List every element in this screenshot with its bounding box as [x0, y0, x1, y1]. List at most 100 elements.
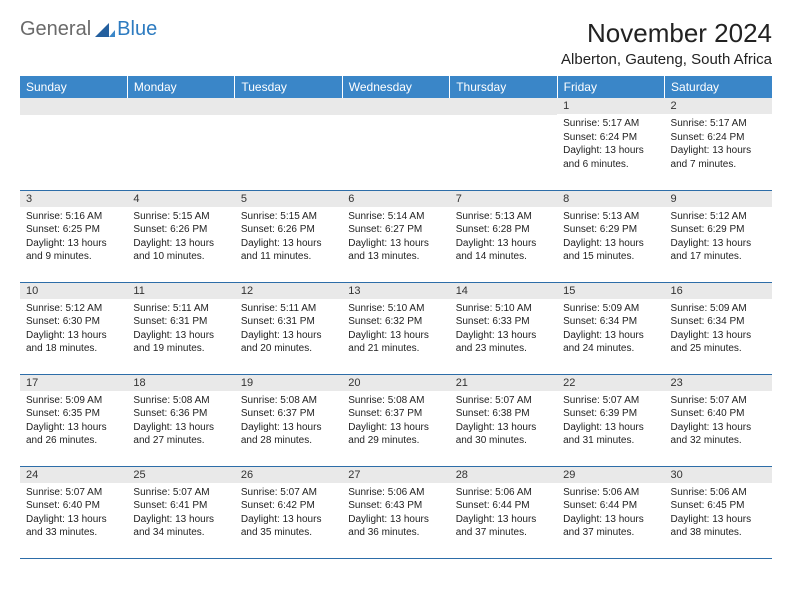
- day-number: 17: [20, 375, 127, 391]
- calendar-cell: 15Sunrise: 5:09 AMSunset: 6:34 PMDayligh…: [557, 282, 664, 374]
- day-content: Sunrise: 5:07 AMSunset: 6:41 PMDaylight:…: [127, 483, 234, 543]
- day-number: 24: [20, 467, 127, 483]
- empty-day: [20, 98, 127, 115]
- day-number: 13: [342, 283, 449, 299]
- calendar-cell: 5Sunrise: 5:15 AMSunset: 6:26 PMDaylight…: [235, 190, 342, 282]
- day-number: 11: [127, 283, 234, 299]
- calendar-cell: 22Sunrise: 5:07 AMSunset: 6:39 PMDayligh…: [557, 374, 664, 466]
- day-number: 1: [557, 98, 664, 114]
- day-content: Sunrise: 5:07 AMSunset: 6:40 PMDaylight:…: [665, 391, 772, 451]
- calendar-row: 17Sunrise: 5:09 AMSunset: 6:35 PMDayligh…: [20, 374, 772, 466]
- calendar-cell: [127, 98, 234, 190]
- day-number: 5: [235, 191, 342, 207]
- weekday-header: Sunday: [20, 76, 127, 98]
- weekday-header: Monday: [127, 76, 234, 98]
- day-number: 14: [450, 283, 557, 299]
- calendar-head: SundayMondayTuesdayWednesdayThursdayFrid…: [20, 76, 772, 98]
- day-content: Sunrise: 5:16 AMSunset: 6:25 PMDaylight:…: [20, 207, 127, 267]
- day-content: Sunrise: 5:06 AMSunset: 6:45 PMDaylight:…: [665, 483, 772, 543]
- day-content: Sunrise: 5:13 AMSunset: 6:28 PMDaylight:…: [450, 207, 557, 267]
- day-number: 15: [557, 283, 664, 299]
- title-block: November 2024 Alberton, Gauteng, South A…: [561, 18, 772, 68]
- empty-day: [342, 98, 449, 115]
- day-number: 22: [557, 375, 664, 391]
- calendar-cell: 6Sunrise: 5:14 AMSunset: 6:27 PMDaylight…: [342, 190, 449, 282]
- calendar-row: 3Sunrise: 5:16 AMSunset: 6:25 PMDaylight…: [20, 190, 772, 282]
- day-number: 19: [235, 375, 342, 391]
- calendar-cell: 11Sunrise: 5:11 AMSunset: 6:31 PMDayligh…: [127, 282, 234, 374]
- day-content: Sunrise: 5:14 AMSunset: 6:27 PMDaylight:…: [342, 207, 449, 267]
- day-number: 23: [665, 375, 772, 391]
- day-number: 2: [665, 98, 772, 114]
- day-content: Sunrise: 5:15 AMSunset: 6:26 PMDaylight:…: [127, 207, 234, 267]
- calendar-cell: 30Sunrise: 5:06 AMSunset: 6:45 PMDayligh…: [665, 466, 772, 558]
- calendar-cell: 21Sunrise: 5:07 AMSunset: 6:38 PMDayligh…: [450, 374, 557, 466]
- day-content: Sunrise: 5:06 AMSunset: 6:44 PMDaylight:…: [557, 483, 664, 543]
- day-number: 30: [665, 467, 772, 483]
- calendar-body: 1Sunrise: 5:17 AMSunset: 6:24 PMDaylight…: [20, 98, 772, 558]
- calendar-cell: 1Sunrise: 5:17 AMSunset: 6:24 PMDaylight…: [557, 98, 664, 190]
- day-content: Sunrise: 5:07 AMSunset: 6:42 PMDaylight:…: [235, 483, 342, 543]
- day-content: Sunrise: 5:07 AMSunset: 6:40 PMDaylight:…: [20, 483, 127, 543]
- calendar-cell: 28Sunrise: 5:06 AMSunset: 6:44 PMDayligh…: [450, 466, 557, 558]
- day-number: 18: [127, 375, 234, 391]
- day-content: Sunrise: 5:07 AMSunset: 6:38 PMDaylight:…: [450, 391, 557, 451]
- location-text: Alberton, Gauteng, South Africa: [561, 51, 772, 68]
- day-content: Sunrise: 5:17 AMSunset: 6:24 PMDaylight:…: [557, 114, 664, 174]
- calendar-cell: 16Sunrise: 5:09 AMSunset: 6:34 PMDayligh…: [665, 282, 772, 374]
- day-content: Sunrise: 5:09 AMSunset: 6:35 PMDaylight:…: [20, 391, 127, 451]
- calendar-cell: 18Sunrise: 5:08 AMSunset: 6:36 PMDayligh…: [127, 374, 234, 466]
- day-number: 3: [20, 191, 127, 207]
- calendar-cell: 7Sunrise: 5:13 AMSunset: 6:28 PMDaylight…: [450, 190, 557, 282]
- calendar-cell: 10Sunrise: 5:12 AMSunset: 6:30 PMDayligh…: [20, 282, 127, 374]
- calendar-cell: [450, 98, 557, 190]
- calendar-cell: 2Sunrise: 5:17 AMSunset: 6:24 PMDaylight…: [665, 98, 772, 190]
- calendar-cell: [235, 98, 342, 190]
- calendar-cell: 25Sunrise: 5:07 AMSunset: 6:41 PMDayligh…: [127, 466, 234, 558]
- day-content: Sunrise: 5:06 AMSunset: 6:43 PMDaylight:…: [342, 483, 449, 543]
- day-content: Sunrise: 5:17 AMSunset: 6:24 PMDaylight:…: [665, 114, 772, 174]
- logo-text-general: General: [20, 18, 91, 41]
- day-content: Sunrise: 5:08 AMSunset: 6:36 PMDaylight:…: [127, 391, 234, 451]
- weekday-header: Thursday: [450, 76, 557, 98]
- page-title: November 2024: [561, 18, 772, 49]
- day-number: 8: [557, 191, 664, 207]
- calendar-cell: 19Sunrise: 5:08 AMSunset: 6:37 PMDayligh…: [235, 374, 342, 466]
- calendar-cell: 9Sunrise: 5:12 AMSunset: 6:29 PMDaylight…: [665, 190, 772, 282]
- weekday-header: Friday: [557, 76, 664, 98]
- day-content: Sunrise: 5:07 AMSunset: 6:39 PMDaylight:…: [557, 391, 664, 451]
- day-number: 27: [342, 467, 449, 483]
- day-number: 10: [20, 283, 127, 299]
- day-content: Sunrise: 5:08 AMSunset: 6:37 PMDaylight:…: [342, 391, 449, 451]
- logo-sail-icon: [95, 23, 115, 37]
- day-content: Sunrise: 5:11 AMSunset: 6:31 PMDaylight:…: [235, 299, 342, 359]
- header: General Blue November 2024 Alberton, Gau…: [20, 18, 772, 68]
- day-number: 29: [557, 467, 664, 483]
- day-number: 6: [342, 191, 449, 207]
- calendar-row: 10Sunrise: 5:12 AMSunset: 6:30 PMDayligh…: [20, 282, 772, 374]
- calendar-cell: 12Sunrise: 5:11 AMSunset: 6:31 PMDayligh…: [235, 282, 342, 374]
- day-content: Sunrise: 5:12 AMSunset: 6:30 PMDaylight:…: [20, 299, 127, 359]
- day-number: 25: [127, 467, 234, 483]
- calendar-cell: 8Sunrise: 5:13 AMSunset: 6:29 PMDaylight…: [557, 190, 664, 282]
- day-content: Sunrise: 5:15 AMSunset: 6:26 PMDaylight:…: [235, 207, 342, 267]
- calendar-cell: 23Sunrise: 5:07 AMSunset: 6:40 PMDayligh…: [665, 374, 772, 466]
- empty-day: [235, 98, 342, 115]
- calendar-cell: 20Sunrise: 5:08 AMSunset: 6:37 PMDayligh…: [342, 374, 449, 466]
- calendar-cell: 27Sunrise: 5:06 AMSunset: 6:43 PMDayligh…: [342, 466, 449, 558]
- calendar-cell: 4Sunrise: 5:15 AMSunset: 6:26 PMDaylight…: [127, 190, 234, 282]
- calendar-cell: 17Sunrise: 5:09 AMSunset: 6:35 PMDayligh…: [20, 374, 127, 466]
- day-number: 4: [127, 191, 234, 207]
- weekday-header: Wednesday: [342, 76, 449, 98]
- day-content: Sunrise: 5:11 AMSunset: 6:31 PMDaylight:…: [127, 299, 234, 359]
- day-number: 28: [450, 467, 557, 483]
- empty-day: [127, 98, 234, 115]
- day-number: 9: [665, 191, 772, 207]
- day-content: Sunrise: 5:10 AMSunset: 6:33 PMDaylight:…: [450, 299, 557, 359]
- day-number: 7: [450, 191, 557, 207]
- logo-text-blue: Blue: [117, 18, 157, 41]
- day-number: 16: [665, 283, 772, 299]
- day-content: Sunrise: 5:09 AMSunset: 6:34 PMDaylight:…: [557, 299, 664, 359]
- calendar-cell: 24Sunrise: 5:07 AMSunset: 6:40 PMDayligh…: [20, 466, 127, 558]
- day-content: Sunrise: 5:13 AMSunset: 6:29 PMDaylight:…: [557, 207, 664, 267]
